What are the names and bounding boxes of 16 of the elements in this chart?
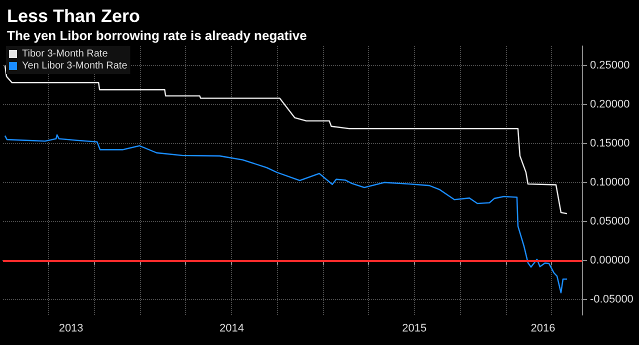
y-tick-label: 0.10000 xyxy=(590,176,630,188)
chart-subtitle: The yen Libor borrowing rate is already negative xyxy=(7,28,307,43)
y-tick-label: -0.05000 xyxy=(590,293,634,306)
x-tick-label: 2014 xyxy=(219,322,244,334)
x-tick-label: 2016 xyxy=(530,322,556,334)
legend-label: Tibor 3-Month Rate xyxy=(22,48,108,60)
chart-title: Less Than Zero xyxy=(7,6,140,26)
y-tick-label: 0.00000 xyxy=(590,254,630,266)
legend-label: Yen Libor 3-Month Rate xyxy=(22,60,128,72)
y-tick-label: 0.20000 xyxy=(590,98,630,110)
x-tick-label: 2015 xyxy=(402,322,427,334)
y-tick-label: 0.15000 xyxy=(590,137,630,150)
y-tick-label: 0.25000 xyxy=(590,59,630,72)
x-tick-label: 2013 xyxy=(58,322,84,334)
y-tick-label: 0.05000 xyxy=(590,215,630,228)
line-series xyxy=(4,134,568,294)
